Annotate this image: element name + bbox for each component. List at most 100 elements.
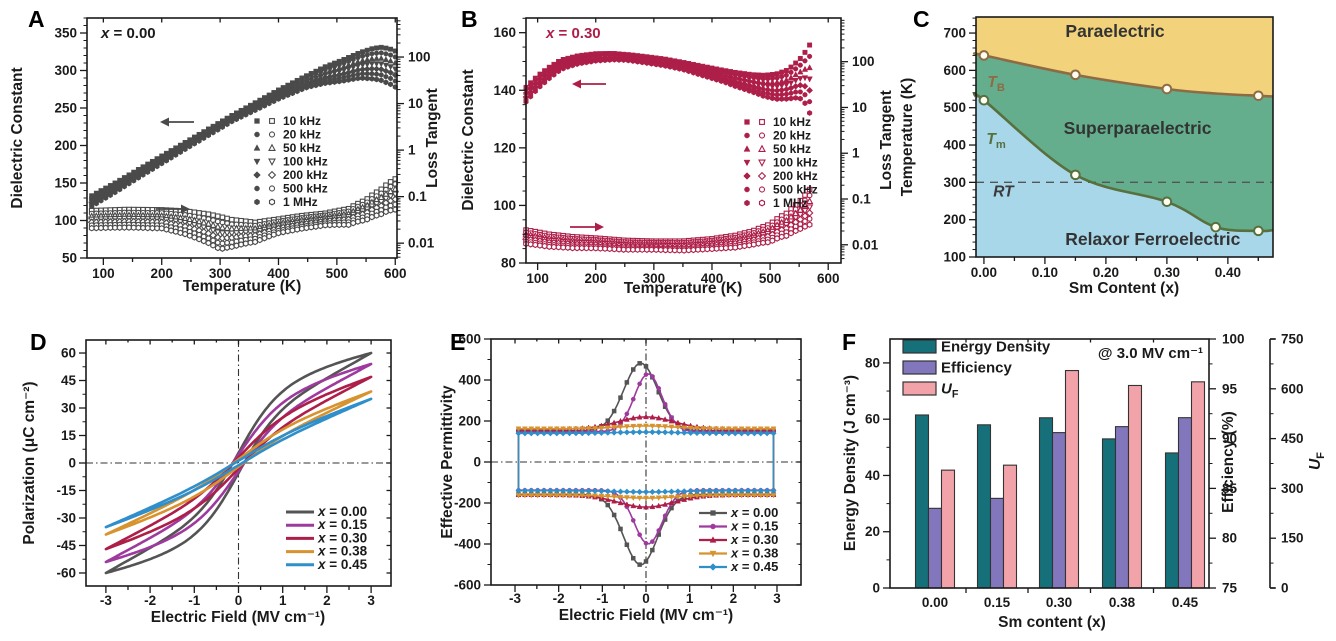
x-tick-label: 0.30 (1154, 265, 1180, 280)
y2-tick-label: 100 (852, 54, 875, 69)
panel-label-B: B (461, 6, 478, 32)
x-tick-label: 2 (730, 591, 738, 606)
TB-point (978, 50, 990, 61)
legend-item-x = 0.00: x = 0.00 (730, 505, 778, 520)
y-tick-label: 20 (865, 524, 880, 539)
y-tick-label: 80 (865, 355, 880, 370)
x-tick-label: 300 (643, 271, 666, 286)
bar-Energy Density-0.45 (1164, 452, 1180, 589)
y2-tick-label: 0.1 (408, 189, 427, 204)
y-tick-label: 600 (458, 332, 481, 347)
x-tick-label: 3 (773, 591, 781, 606)
y-tick-label: 80 (501, 256, 516, 271)
y-tick-label: -15 (56, 483, 76, 498)
legend-item-x = 0.30: x = 0.30 (730, 532, 778, 547)
y2-tick-label: 10 (408, 96, 423, 111)
panel-E-ticks (484, 338, 801, 592)
panel-label-C: C (913, 6, 930, 32)
legend-item-200 kHz: 200 kHz (283, 168, 328, 182)
TB-point (1253, 90, 1264, 102)
panel-A-dielectric-series-500 kHz (89, 71, 398, 208)
legend-item-50 kHz: 50 kHz (773, 142, 811, 156)
region-label-Paraelectric: Paraelectric (1065, 21, 1165, 41)
panel-A-ticks (80, 17, 404, 265)
efficiency-tick-label: 75 (1222, 581, 1238, 596)
y-tick-label: 120 (493, 140, 516, 155)
TB-label: TB (987, 74, 1005, 94)
y-tick-label: 600 (943, 63, 966, 78)
legend-item-100 kHz: 100 kHz (283, 155, 328, 169)
Tm-point (1070, 169, 1081, 181)
y-tick-label: 50 (62, 251, 77, 266)
x-axis-title: Electric Field (MV cm⁻¹) (151, 609, 325, 626)
panel-label-F: F (842, 329, 857, 355)
panel-E: x = 0.00x = 0.15x = 0.30x = 0.38x = 0.45… (439, 332, 802, 624)
y-tick-label: -60 (56, 565, 76, 580)
bar-U_F-0.15 (1002, 464, 1018, 589)
TB-point (1070, 69, 1081, 81)
y-tick-label: 0 (872, 581, 880, 596)
legend-item-1 MHz: 1 MHz (773, 196, 808, 210)
bar-U_F-0.38 (1127, 384, 1143, 589)
uf-tick-label: 0 (1281, 581, 1289, 596)
permittivity-loop-x = 0.45 (515, 428, 777, 496)
x-tick-label: 200 (584, 271, 607, 286)
x-tick-label: 1 (686, 591, 694, 606)
category-label-0.45: 0.45 (1172, 595, 1199, 610)
uf-axis-title: UF (1307, 452, 1327, 470)
y-tick-label: 250 (54, 101, 77, 116)
y-tick-label: 15 (61, 428, 77, 443)
y-tick-label: 350 (54, 26, 77, 41)
efficiency-tick-label: 80 (1222, 531, 1237, 546)
y-tick-label: 400 (458, 373, 481, 388)
panel-D-ticks (79, 340, 391, 593)
panel-A-dielectric-series-200 kHz (88, 65, 399, 207)
panel-A-dielectric-series-1 MHz (89, 75, 398, 210)
y-axis-title: Dielectric Constant (460, 69, 477, 210)
y2-axis-title: Loss Tangent (424, 88, 441, 188)
x-tick-label: 0.40 (1215, 265, 1241, 280)
y-tick-label: 150 (54, 176, 77, 191)
y-tick-label: 200 (458, 414, 481, 429)
TB-point (1161, 83, 1173, 95)
panel-B-dielectric-series-1 MHz (523, 56, 813, 116)
x-axis-title: Electric Field (MV cm⁻¹) (559, 607, 733, 624)
x-tick-label: 200 (150, 266, 173, 281)
legend-item-20 kHz: 20 kHz (773, 129, 811, 143)
panel-B-ticks (519, 17, 848, 270)
legend-item-50 kHz: 50 kHz (283, 141, 321, 155)
panel-D: x = 0.00x = 0.15x = 0.30x = 0.38x = 0.45… (21, 339, 392, 626)
y-tick-label: 400 (943, 138, 966, 153)
x-tick-label: 300 (209, 266, 232, 281)
x-tick-label: 100 (526, 271, 549, 286)
y2-tick-label: 100 (408, 50, 431, 65)
efficiency-tick-label: 95 (1222, 381, 1238, 396)
x-tick-label: 0 (235, 593, 243, 608)
legend-swatch-Energy Density (902, 339, 937, 354)
x-tick-label: 0.10 (1032, 265, 1058, 280)
x-tick-label: 100 (92, 266, 115, 281)
x-tick-label: -2 (553, 591, 565, 606)
legend-item-10 kHz: 10 kHz (283, 114, 321, 128)
category-label-0.15: 0.15 (984, 595, 1011, 610)
x-tick-label: 400 (701, 271, 724, 286)
x-axis-title: Sm content (x) (998, 614, 1106, 631)
legend-item-20 kHz: 20 kHz (283, 128, 321, 142)
bar-U_F-0.00 (940, 469, 956, 589)
panel-C-ticks (969, 17, 1260, 264)
y-tick-label: 40 (865, 468, 880, 483)
legend-item-x = 0.15: x = 0.15 (317, 517, 368, 532)
panel-A-loss-series-1 MHz (88, 206, 399, 252)
legend-item-100 kHz: 100 kHz (773, 156, 818, 170)
legend-item-U_F: UF (941, 381, 959, 401)
y-tick-label: 300 (54, 63, 77, 78)
bar-Efficiency-0.15 (989, 497, 1005, 589)
panel-B-loss-series-1 MHz (523, 221, 813, 254)
y-axis-title: Effective Permittivity (439, 385, 456, 539)
x-tick-label: 500 (326, 266, 349, 281)
x-tick-label: -3 (509, 591, 521, 606)
category-label-0.00: 0.00 (922, 595, 948, 610)
panel-F-ticks (883, 338, 1276, 593)
legend-item-x = 0.45: x = 0.45 (730, 559, 778, 574)
